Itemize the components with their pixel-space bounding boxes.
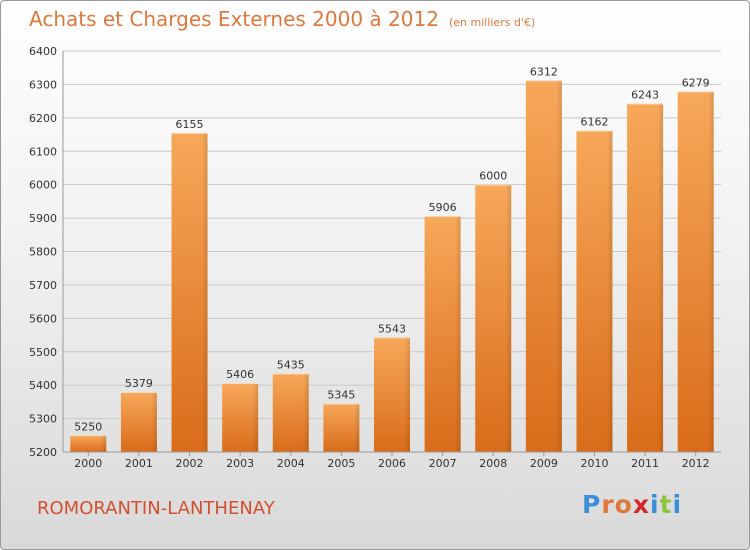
value-label-2003: 5406 (226, 368, 254, 381)
value-label-2001: 5379 (125, 377, 153, 390)
y-tick-label: 5700 (29, 279, 57, 292)
y-tick-label: 6100 (29, 145, 57, 158)
y-tick-label: 6300 (29, 78, 57, 91)
value-label-2002: 6155 (176, 118, 204, 131)
y-tick-label: 5800 (29, 246, 57, 259)
value-label-2010: 6162 (580, 116, 608, 129)
x-tick-label-2008: 2008 (479, 457, 507, 470)
chart-subtitle: (en milliers d'€) (448, 16, 536, 29)
x-tick-label-2012: 2012 (682, 457, 710, 470)
x-axis: 2000 2001 2002 2003 2004 2005 2006 2007 2008 2009… (74, 452, 710, 470)
bar-shade-2000 (70, 435, 107, 452)
x-tick-label-2007: 2007 (429, 457, 457, 470)
proxiti-logo[interactable]: Proxiti (582, 490, 682, 519)
value-label-2004: 5435 (277, 358, 305, 371)
logo-letter: x (632, 490, 650, 519)
chart-title: Achats et Charges Externes 2000 à 2012 (e… (29, 7, 536, 31)
bar-shade-2011 (627, 103, 664, 452)
y-tick-label: 6400 (29, 45, 57, 58)
commune-name: ROMORANTIN-LANTHENAY (37, 498, 275, 519)
bar-shade-2009 (525, 80, 562, 452)
bars-group (70, 80, 714, 452)
bar-shade-2003 (222, 383, 259, 452)
bar-shade-2006 (374, 337, 410, 452)
value-label-2012: 6279 (682, 76, 710, 89)
x-tick-label-2006: 2006 (378, 457, 406, 470)
logo-letter: o (614, 490, 633, 519)
value-label-2006: 5543 (378, 322, 406, 335)
y-tick-label: 5500 (29, 346, 57, 359)
logo-letter: r (601, 490, 615, 519)
x-tick-label-2011: 2011 (631, 457, 659, 470)
bar-shade-2008 (475, 184, 512, 452)
y-tick-label: 6200 (29, 112, 57, 125)
y-tick-label: 6000 (29, 179, 57, 192)
bar-shade-2001 (120, 392, 157, 452)
value-label-2000: 5250 (74, 420, 102, 433)
value-label-2007: 5906 (429, 201, 457, 214)
x-tick-label-2002: 2002 (176, 457, 204, 470)
logo-letter: i (650, 490, 660, 519)
logo-letter: t (659, 490, 673, 519)
x-tick-label-2005: 2005 (327, 457, 355, 470)
value-label-2005: 5345 (327, 389, 355, 402)
y-axis: 5200 5300 5400 5500 5600 5700 5800 5900 6000 6100… (29, 45, 721, 459)
x-tick-label-2000: 2000 (74, 457, 102, 470)
x-tick-label-2004: 2004 (277, 457, 305, 470)
bar-shade-2012 (677, 91, 714, 452)
y-tick-label: 5600 (29, 312, 57, 325)
x-tick-label-2001: 2001 (125, 457, 153, 470)
bar-shade-2002 (171, 132, 208, 452)
value-label-2008: 6000 (479, 170, 507, 183)
value-labels: 5250 5379 6155 5406 5435 5345 5543 5906 6000 6312… (74, 65, 709, 433)
y-tick-label: 5400 (29, 379, 57, 392)
x-tick-label-2003: 2003 (226, 457, 254, 470)
bar-shade-2007 (424, 216, 461, 452)
y-tick-label: 5300 (29, 413, 57, 426)
x-tick-label-2010: 2010 (580, 457, 608, 470)
value-label-2011: 6243 (631, 88, 659, 101)
logo-letter: i (672, 490, 683, 519)
x-tick-label-2009: 2009 (530, 457, 558, 470)
logo-letter: P (582, 490, 602, 519)
y-tick-label: 5200 (29, 446, 57, 459)
y-tick-label: 5900 (29, 212, 57, 225)
bar-shade-2010 (576, 130, 613, 452)
value-label-2009: 6312 (530, 65, 558, 78)
bar-shade-2004 (272, 373, 309, 452)
bar-shade-2005 (323, 403, 360, 452)
